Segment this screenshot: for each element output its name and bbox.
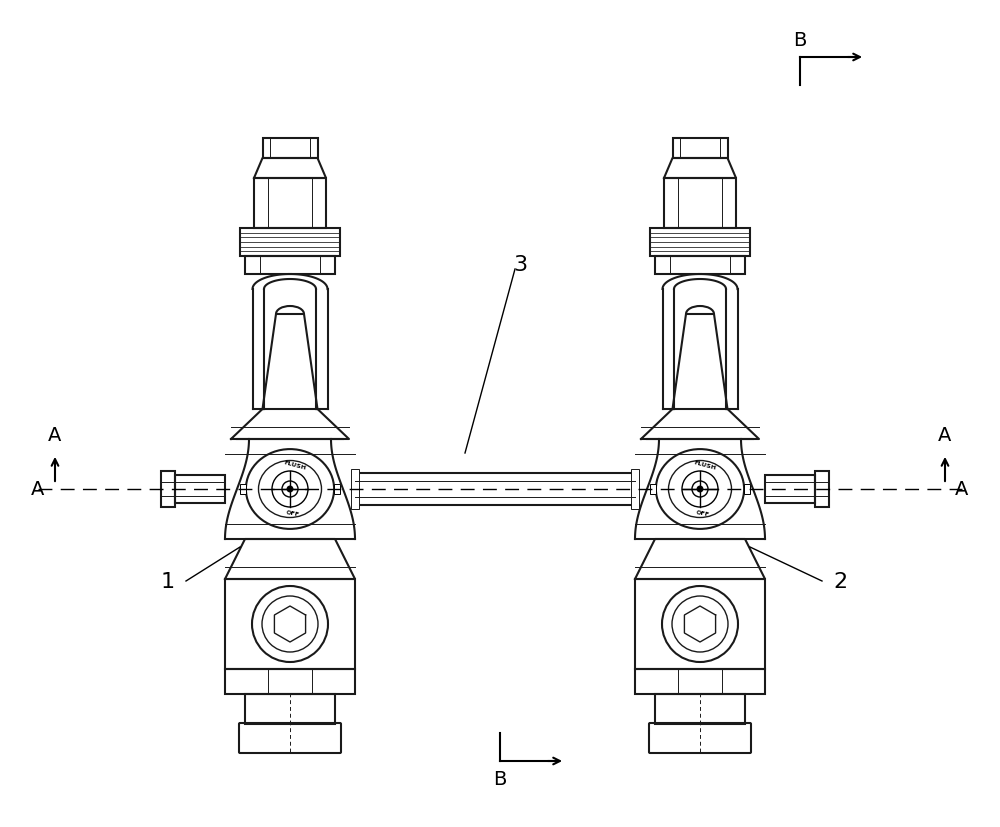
Bar — [655, 256, 745, 275]
Bar — [254, 179, 326, 229]
Text: FLUSH: FLUSH — [283, 460, 307, 471]
Bar — [635, 579, 765, 669]
Bar — [240, 485, 246, 495]
Bar — [664, 179, 736, 229]
Text: A: A — [938, 425, 952, 444]
Bar — [744, 485, 750, 495]
Text: 1: 1 — [161, 571, 175, 591]
Ellipse shape — [259, 461, 322, 518]
Text: FLUSH: FLUSH — [693, 460, 717, 471]
Text: OFF: OFF — [286, 509, 300, 517]
Bar — [815, 471, 829, 508]
Text: 2: 2 — [833, 571, 847, 591]
Bar — [245, 256, 335, 275]
Bar — [161, 471, 175, 508]
Bar — [263, 139, 318, 159]
Bar — [175, 476, 225, 504]
Text: A: A — [48, 425, 62, 444]
Text: A: A — [955, 480, 969, 499]
Bar — [225, 579, 355, 669]
Text: B: B — [493, 769, 507, 788]
Circle shape — [287, 486, 293, 492]
Bar — [635, 669, 765, 694]
Text: A: A — [31, 480, 45, 499]
Text: OFF: OFF — [696, 509, 710, 517]
Bar — [650, 229, 750, 256]
Circle shape — [697, 486, 703, 492]
Bar — [631, 470, 639, 509]
Bar — [334, 485, 340, 495]
Bar — [245, 694, 335, 724]
Bar — [240, 229, 340, 256]
Bar — [355, 473, 635, 505]
Text: 3: 3 — [513, 255, 527, 275]
Bar — [765, 476, 815, 504]
Ellipse shape — [668, 461, 732, 518]
Bar — [225, 669, 355, 694]
Bar — [351, 470, 359, 509]
Bar — [650, 485, 656, 495]
Text: B: B — [793, 31, 807, 50]
Bar — [655, 694, 745, 724]
Bar — [672, 139, 728, 159]
